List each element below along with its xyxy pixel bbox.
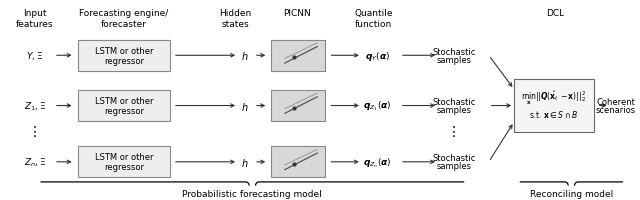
Text: PICNN: PICNN	[284, 9, 311, 18]
Text: regressor: regressor	[104, 163, 144, 171]
Text: Stochastic: Stochastic	[432, 154, 476, 162]
Text: samples: samples	[436, 56, 472, 64]
Text: LSTM or other: LSTM or other	[95, 97, 153, 105]
Text: Forecasting engine/
forecaster: Forecasting engine/ forecaster	[79, 9, 168, 29]
Text: regressor: regressor	[104, 57, 144, 65]
Text: $h$: $h$	[241, 50, 248, 62]
Text: Stochastic: Stochastic	[432, 48, 476, 56]
Text: LSTM or other: LSTM or other	[95, 153, 153, 161]
Text: $Y, \Xi$: $Y, \Xi$	[26, 50, 44, 62]
Text: Reconciling model: Reconciling model	[530, 189, 613, 198]
Text: $h$: $h$	[241, 156, 248, 168]
Text: $h$: $h$	[241, 100, 248, 112]
Text: $\min_{\mathbf{x}}||\boldsymbol{Q}(\hat{\mathbf{x}}_t-\mathbf{x})||_2^2$: $\min_{\mathbf{x}}||\boldsymbol{Q}(\hat{…	[522, 89, 586, 107]
Text: LSTM or other: LSTM or other	[95, 47, 153, 55]
Text: scenarios: scenarios	[596, 106, 636, 114]
Text: $\boldsymbol{q}_{Z_1}(\boldsymbol{\alpha})$: $\boldsymbol{q}_{Z_1}(\boldsymbol{\alpha…	[364, 99, 392, 113]
FancyBboxPatch shape	[271, 146, 325, 178]
Text: Coherent: Coherent	[596, 98, 636, 106]
Text: Stochastic: Stochastic	[432, 98, 476, 106]
Text: $\boldsymbol{q}_Y(\boldsymbol{\alpha})$: $\boldsymbol{q}_Y(\boldsymbol{\alpha})$	[365, 50, 390, 62]
Text: Input
features: Input features	[16, 9, 54, 29]
FancyBboxPatch shape	[78, 90, 170, 122]
Text: s.t. $\mathbf{x}\in S\cap B$: s.t. $\mathbf{x}\in S\cap B$	[529, 109, 579, 119]
Text: samples: samples	[436, 106, 472, 114]
Text: Quantile
function: Quantile function	[354, 9, 392, 29]
Text: samples: samples	[436, 162, 472, 170]
FancyBboxPatch shape	[514, 80, 593, 132]
Text: $Z_1, \Xi$: $Z_1, \Xi$	[24, 100, 46, 112]
Text: DCL: DCL	[547, 9, 564, 18]
Text: regressor: regressor	[104, 107, 144, 115]
Text: $Z_n, \Xi$: $Z_n, \Xi$	[24, 156, 46, 168]
Text: ⋮: ⋮	[447, 124, 461, 138]
FancyBboxPatch shape	[78, 40, 170, 71]
Text: Probabilistic forecasting model: Probabilistic forecasting model	[182, 189, 322, 198]
FancyBboxPatch shape	[271, 40, 325, 71]
FancyBboxPatch shape	[271, 90, 325, 122]
FancyBboxPatch shape	[78, 146, 170, 178]
Text: Hidden
states: Hidden states	[219, 9, 251, 29]
Text: $\boldsymbol{q}_{Z_n}(\boldsymbol{\alpha})$: $\boldsymbol{q}_{Z_n}(\boldsymbol{\alpha…	[364, 155, 392, 169]
Text: ⋮: ⋮	[28, 124, 42, 138]
